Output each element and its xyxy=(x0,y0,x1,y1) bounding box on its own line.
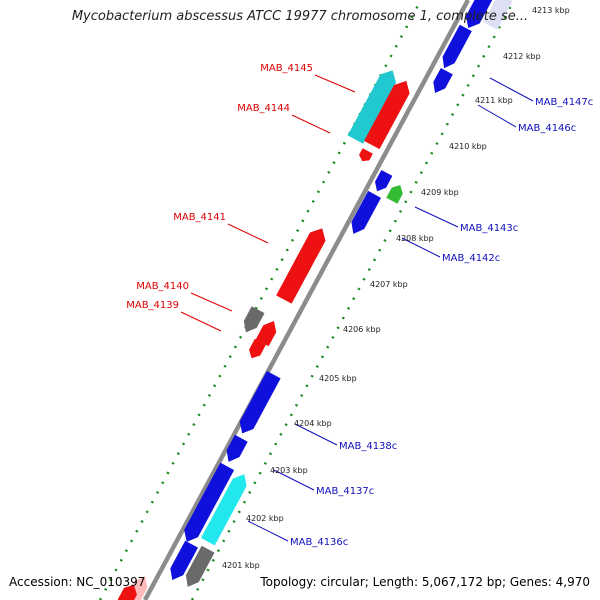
gene-red-edge[interactable] xyxy=(117,584,137,600)
gene-mab-4146c[interactable] xyxy=(433,67,453,94)
gene-top-blue[interactable] xyxy=(465,0,494,29)
kbp-tick-label: 4203 kbp xyxy=(270,466,308,475)
kbp-tick-label: 4209 kbp xyxy=(421,188,459,197)
kbp-tick-label: 4201 kbp xyxy=(222,561,260,570)
gene-mab-4138c[interactable] xyxy=(239,370,281,434)
leader-line xyxy=(294,423,338,446)
kbp-tick-labels: 4201 kbp 4202 kbp 4203 kbp 4204 kbp 4205 kbp… xyxy=(222,6,570,570)
gene-label-mab-4139[interactable]: MAB_4139 xyxy=(126,300,179,311)
gene-label-mab-4146c[interactable]: MAB_4146c xyxy=(518,123,576,134)
leader-line xyxy=(489,77,534,102)
gene-mab-4144[interactable] xyxy=(364,80,410,150)
gene-cyan-b[interactable] xyxy=(200,474,247,546)
gene-gray-b[interactable] xyxy=(185,545,215,587)
leader-line xyxy=(414,206,459,228)
gene-mab-4137c[interactable] xyxy=(184,462,235,542)
gene-label-mab-4143c[interactable]: MAB_4143c xyxy=(460,223,518,234)
chromosome-backbone xyxy=(143,0,470,600)
gene-label-mab-4141[interactable]: MAB_4141 xyxy=(173,212,226,223)
gene-mab-4141[interactable] xyxy=(276,228,326,304)
leader-line xyxy=(273,469,315,491)
gene-small-red[interactable] xyxy=(359,148,373,162)
leader-line xyxy=(477,104,517,128)
gene-labels: MAB_4145 MAB_4144 MAB_4141 MAB_4140 MAB_4139… xyxy=(126,63,593,548)
gene-label-mab-4140[interactable]: MAB_4140 xyxy=(136,281,189,292)
gene-label-mab-4137c[interactable]: MAB_4137c xyxy=(316,486,374,497)
label-leaders xyxy=(180,74,534,542)
gene-red-small-b[interactable] xyxy=(249,338,266,359)
leader-line xyxy=(401,237,441,258)
leader-line xyxy=(314,74,356,93)
kbp-tick-label: 4210 kbp xyxy=(449,142,487,151)
kbp-tick-label: 4208 kbp xyxy=(396,234,434,243)
gene-top-pale[interactable] xyxy=(483,0,513,30)
gene-mab-4142c[interactable] xyxy=(351,190,382,234)
gene-mab-4140[interactable] xyxy=(243,306,265,333)
accession-text: Accession: NC_010397 xyxy=(9,575,146,589)
gene-mab-4139[interactable] xyxy=(255,320,277,347)
kbp-tick-label: 4202 kbp xyxy=(246,514,284,523)
gene-features xyxy=(117,0,513,600)
leader-line xyxy=(227,223,269,244)
leader-line xyxy=(180,311,222,332)
gene-label-mab-4144[interactable]: MAB_4144 xyxy=(237,103,290,114)
kbp-tick-label: 4212 kbp xyxy=(503,52,541,61)
gene-blue-c[interactable] xyxy=(226,434,248,462)
leader-line xyxy=(190,292,233,312)
gene-mab-4143c[interactable] xyxy=(374,169,393,192)
kbp-tick-label: 4206 kbp xyxy=(343,325,381,334)
kbp-tick-label: 4213 kbp xyxy=(532,6,570,15)
leader-line xyxy=(247,520,289,542)
gene-mab-4136c[interactable] xyxy=(170,540,199,581)
inner-tick-dots xyxy=(190,0,516,600)
kbp-tick-label: 4204 kbp xyxy=(294,419,332,428)
gene-label-mab-4147c[interactable]: MAB_4147c xyxy=(535,97,593,108)
gene-mab-4147c[interactable] xyxy=(442,24,472,69)
kbp-tick-label: 4207 kbp xyxy=(370,280,408,289)
gene-mab-4143c-green[interactable] xyxy=(386,185,403,204)
gene-label-mab-4138c[interactable]: MAB_4138c xyxy=(339,441,397,452)
gene-label-mab-4142c[interactable]: MAB_4142c xyxy=(442,253,500,264)
leader-line xyxy=(291,114,331,134)
map-title: Mycobacterium abscessus ATCC 19977 chrom… xyxy=(71,9,529,24)
genome-summary-text: Topology: circular; Length: 5,067,172 bp… xyxy=(260,575,590,589)
kbp-tick-label: 4211 kbp xyxy=(475,96,513,105)
gene-label-mab-4145[interactable]: MAB_4145 xyxy=(260,63,313,74)
kbp-tick-label: 4205 kbp xyxy=(319,374,357,383)
gene-label-mab-4136c[interactable]: MAB_4136c xyxy=(290,537,348,548)
